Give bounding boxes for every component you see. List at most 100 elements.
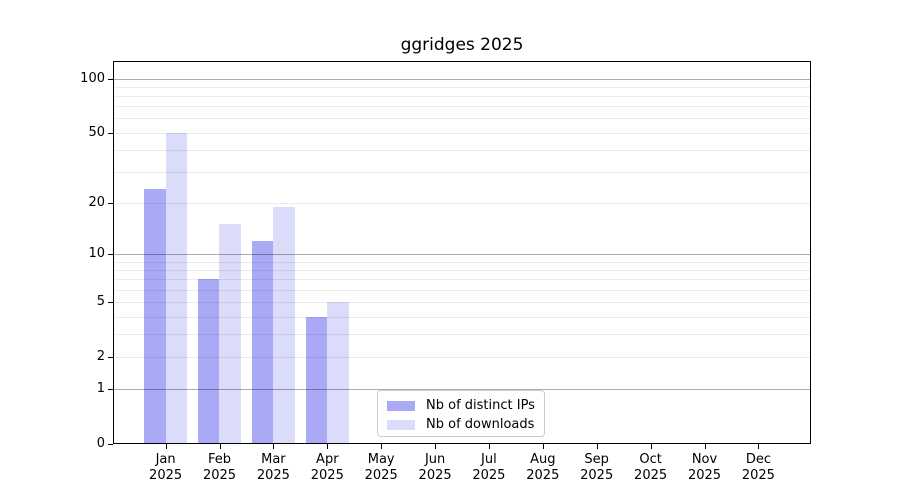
- x-tick-label-line: Sep: [584, 452, 609, 467]
- x-tick-label-dec-2025: Dec 2025: [726, 452, 790, 484]
- x-tick-label-line: 2025: [472, 468, 506, 483]
- y-tick-label-2: 2: [96, 349, 105, 364]
- x-tick-mark-apr-2025: [327, 444, 329, 449]
- x-tick-label-line: Apr: [316, 452, 339, 467]
- y-tick-mark-0: [108, 444, 113, 445]
- y-tick-label-5: 5: [96, 294, 105, 310]
- y-tick-mark-10: [108, 254, 113, 256]
- x-tick-label-nov-2025: Nov 2025: [673, 452, 737, 484]
- legend-item-nb-of-distinct-ips: Nb of distinct IPs: [387, 396, 535, 415]
- x-tick-label-line: Dec: [745, 452, 771, 467]
- y-tick-mark-20: [108, 202, 113, 204]
- chart-title: ggridges 2025: [400, 35, 524, 55]
- y-tick-mark-100: [108, 78, 113, 80]
- y-gridline-minor-20: [113, 202, 811, 204]
- y-tick-mark-50: [108, 132, 113, 134]
- y-tick-label-20: 20: [88, 194, 105, 210]
- x-tick-label-line: 2025: [418, 468, 452, 483]
- y-gridline-minor-50: [113, 132, 811, 134]
- x-tick-label-jan-2025: Jan 2025: [134, 452, 198, 484]
- x-tick-label-oct-2025: Oct 2025: [619, 452, 683, 484]
- x-tick-label-feb-2025: Feb 2025: [188, 452, 252, 484]
- x-tick-label-line: 2025: [526, 468, 560, 483]
- bar-nb-of-downloads-apr-2025: [327, 302, 349, 444]
- bar-nb-of-distinct-ips-apr-2025: [305, 316, 328, 444]
- bar-nb-of-distinct-ips-jan-2025: [143, 189, 166, 444]
- y-gridline-minor-4: [113, 316, 811, 318]
- y-gridline-minor-30: [113, 172, 811, 174]
- plot-area: [113, 61, 811, 444]
- x-tick-label-line: Jan: [155, 452, 176, 467]
- x-tick-mark-feb-2025: [219, 444, 221, 449]
- legend-item-nb-of-downloads: Nb of downloads: [387, 415, 534, 434]
- y-gridline-minor-7: [113, 279, 811, 281]
- x-tick-label-line: Jun: [424, 452, 446, 467]
- bar-nb-of-downloads-jan-2025: [165, 132, 188, 444]
- y-tick-label-100: 100: [80, 70, 105, 86]
- x-tick-mark-jan-2025: [165, 444, 167, 449]
- x-tick-label-line: 2025: [741, 468, 775, 483]
- x-tick-label-line: Aug: [530, 452, 556, 467]
- y-gridline-minor-2: [113, 357, 811, 358]
- x-tick-label-line: May: [367, 452, 395, 467]
- y-gridline-minor-3: [113, 334, 811, 336]
- y-gridline-minor-6: [113, 289, 811, 291]
- y-tick-label-10: 10: [88, 246, 105, 262]
- x-tick-label-line: 2025: [364, 468, 398, 483]
- x-tick-mark-may-2025: [381, 444, 383, 449]
- x-tick-label-aug-2025: Aug 2025: [511, 452, 575, 484]
- y-gridline-major-1: [113, 389, 811, 391]
- x-tick-mark-mar-2025: [273, 444, 275, 449]
- x-tick-label-jul-2025: Jul 2025: [457, 452, 521, 484]
- bar-nb-of-distinct-ips-mar-2025: [251, 240, 274, 444]
- x-tick-label-line: 2025: [149, 468, 183, 483]
- x-tick-mark-jun-2025: [435, 444, 437, 449]
- y-gridline-minor-70: [113, 106, 811, 108]
- y-tick-mark-2: [108, 357, 113, 358]
- x-tick-label-jun-2025: Jun 2025: [403, 452, 467, 484]
- y-tick-mark-1: [108, 389, 113, 391]
- y-gridline-major-10: [113, 254, 811, 256]
- x-tick-mark-sep-2025: [596, 444, 598, 449]
- y-gridline-minor-80: [113, 96, 811, 97]
- legend-swatch-nb-of-distinct-ips: [387, 400, 415, 411]
- y-gridline-minor-40: [113, 149, 811, 151]
- x-tick-mark-jul-2025: [488, 444, 490, 449]
- x-tick-label-line: 2025: [202, 468, 237, 483]
- x-tick-label-line: Nov: [691, 452, 718, 467]
- x-tick-label-apr-2025: Apr 2025: [295, 452, 359, 484]
- x-tick-mark-nov-2025: [704, 444, 706, 449]
- y-tick-label-1: 1: [96, 381, 105, 397]
- y-tick-label-0: 0: [96, 436, 105, 451]
- legend-label-nb-of-downloads: Nb of downloads: [426, 417, 535, 432]
- x-tick-mark-aug-2025: [542, 444, 544, 449]
- legend-label-nb-of-distinct-ips: Nb of distinct IPs: [426, 398, 535, 413]
- x-tick-mark-oct-2025: [650, 444, 652, 449]
- x-tick-mark-dec-2025: [758, 444, 760, 449]
- bar-nb-of-downloads-feb-2025: [219, 224, 242, 444]
- legend: Nb of distinct IPs Nb of downloads: [377, 390, 545, 437]
- y-gridline-minor-60: [113, 118, 811, 120]
- legend-swatch-nb-of-downloads: [387, 419, 415, 430]
- x-tick-label-line: 2025: [310, 468, 344, 483]
- bar-nb-of-downloads-mar-2025: [273, 206, 296, 444]
- y-tick-label-50: 50: [88, 124, 105, 140]
- y-gridline-minor-8: [113, 270, 811, 271]
- x-tick-label-line: Jul: [481, 452, 497, 467]
- x-tick-label-line: Oct: [639, 452, 662, 467]
- y-gridline-major-100: [113, 78, 811, 80]
- x-tick-label-line: 2025: [634, 468, 668, 483]
- x-tick-label-line: 2025: [687, 468, 722, 483]
- x-tick-label-sep-2025: Sep 2025: [565, 452, 629, 484]
- x-tick-label-line: Mar: [261, 452, 286, 467]
- y-gridline-minor-9: [113, 261, 811, 263]
- y-tick-mark-5: [108, 302, 113, 304]
- x-tick-label-mar-2025: Mar 2025: [241, 452, 305, 484]
- x-tick-label-may-2025: May 2025: [349, 452, 413, 484]
- x-tick-label-line: 2025: [256, 468, 290, 483]
- x-tick-label-line: Feb: [207, 452, 232, 467]
- y-gridline-minor-90: [113, 86, 811, 88]
- y-gridline-minor-5: [113, 302, 811, 304]
- bar-nb-of-distinct-ips-feb-2025: [197, 279, 220, 444]
